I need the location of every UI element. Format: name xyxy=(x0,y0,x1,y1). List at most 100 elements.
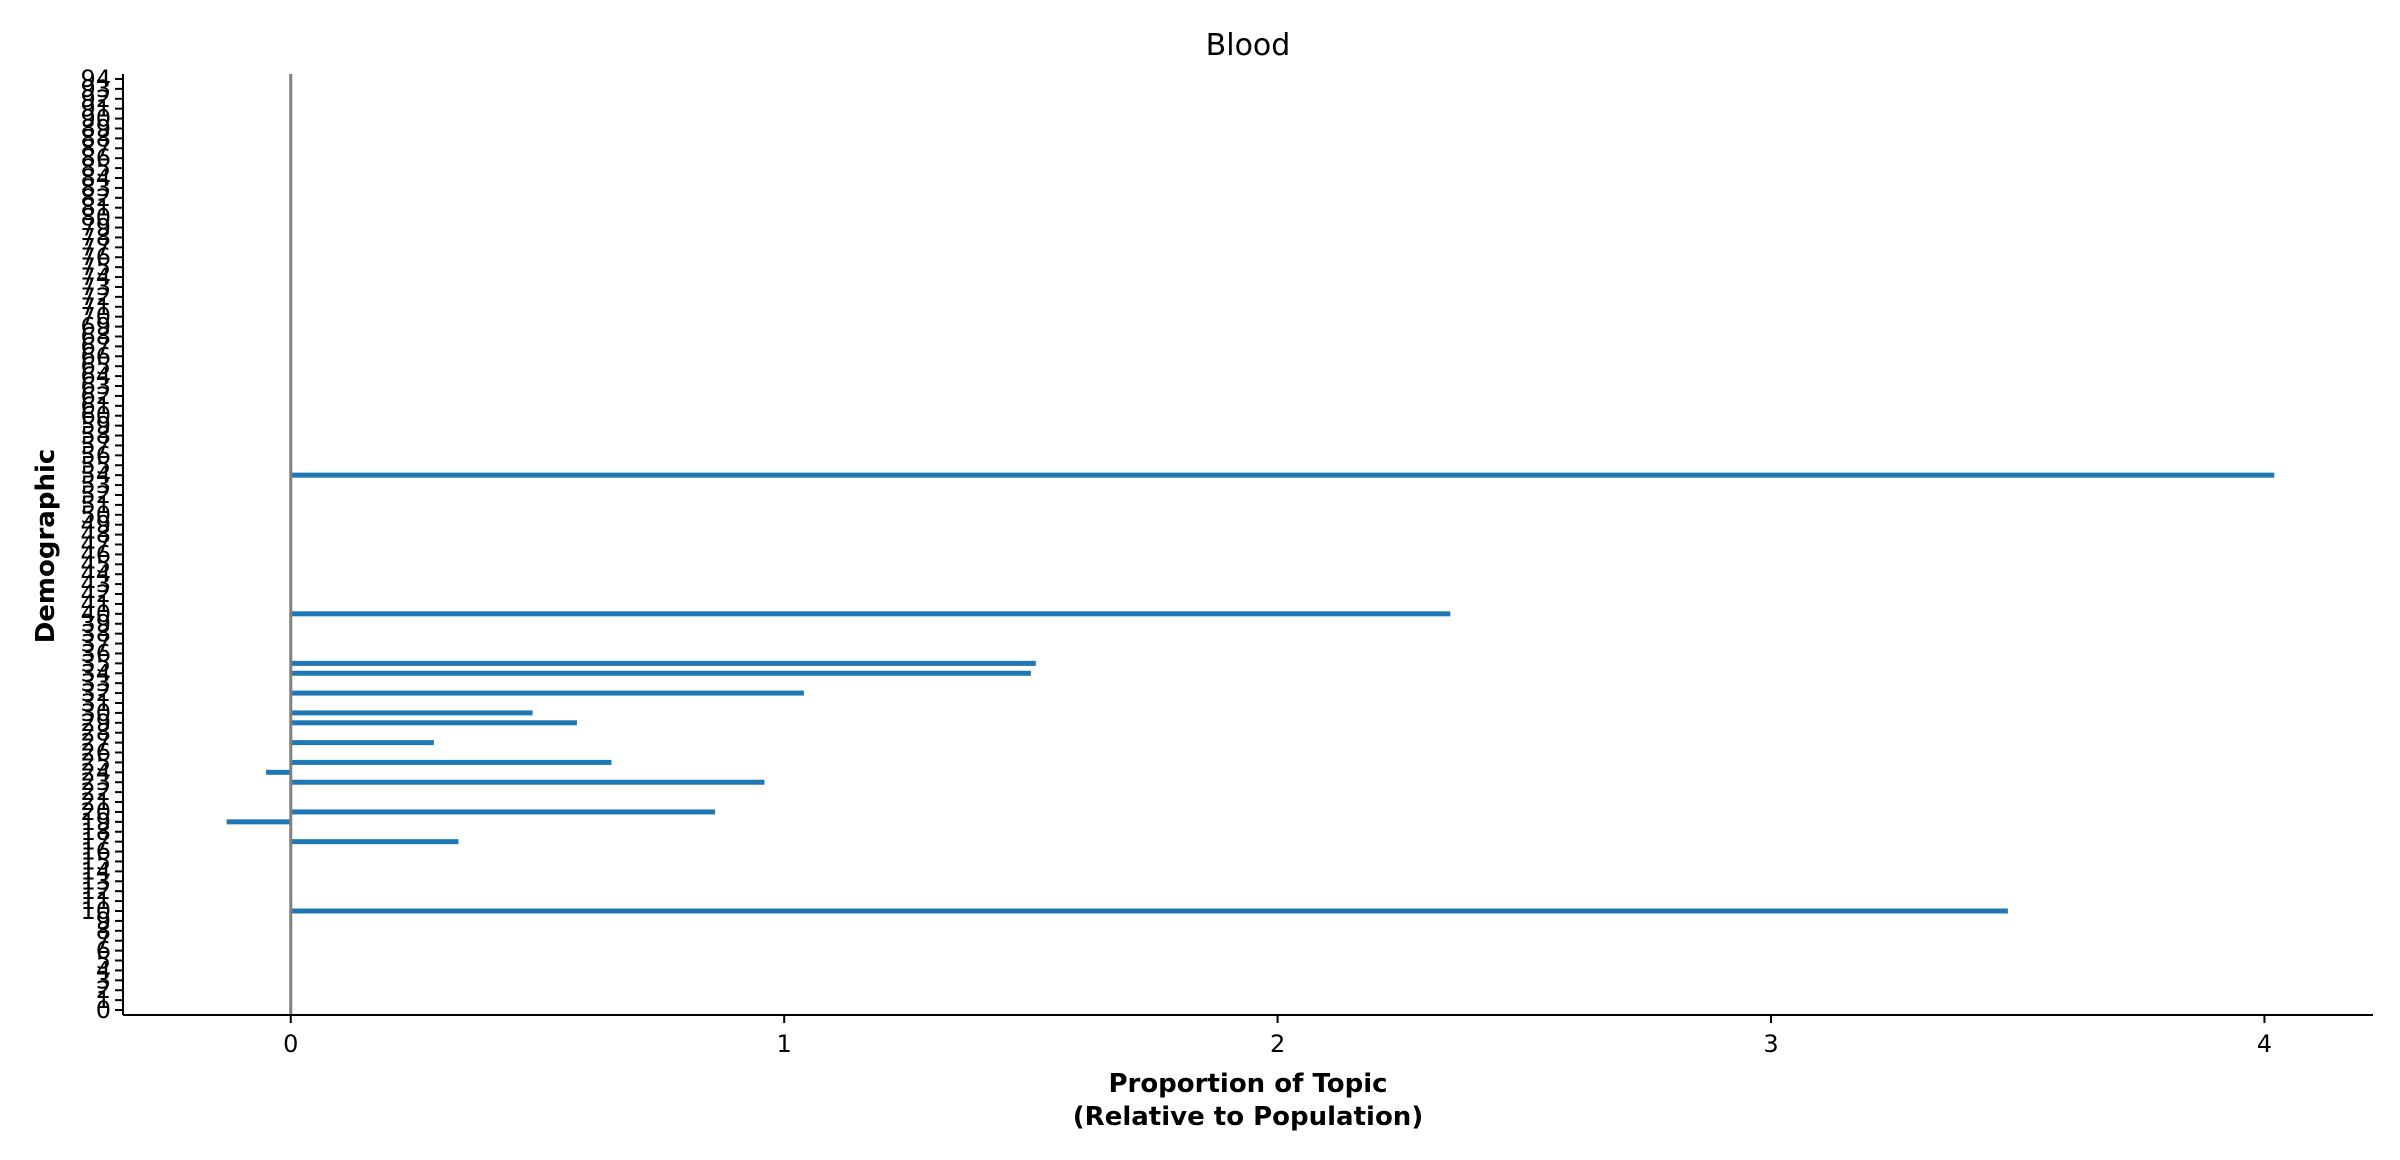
bar-20 xyxy=(290,809,716,815)
y-tick-label-18: 18 xyxy=(80,818,111,846)
bar-27 xyxy=(290,740,434,746)
y-tick-label-57: 57 xyxy=(80,431,111,459)
y-axis-ticks: 0123456789101112131415161718192021222324… xyxy=(80,65,123,1024)
y-tick-label-34: 34 xyxy=(80,659,111,687)
y-tick-label-80: 80 xyxy=(80,204,111,232)
y-tick-label-59: 59 xyxy=(80,412,111,440)
y-tick-label-15: 15 xyxy=(80,847,111,875)
y-tick-label-38: 38 xyxy=(80,620,111,648)
x-tick-label-3: 3 xyxy=(1763,1030,1778,1058)
y-tick-label-85: 85 xyxy=(80,154,111,182)
y-tick-label-94: 94 xyxy=(80,65,111,93)
y-tick-label-52: 52 xyxy=(80,481,111,509)
y-tick-label-9: 9 xyxy=(96,907,111,935)
y-tick-label-62: 62 xyxy=(80,382,111,410)
y-tick-label-19: 19 xyxy=(80,808,111,836)
y-tick-label-54: 54 xyxy=(80,461,111,489)
y-tick-label-27: 27 xyxy=(80,729,111,757)
y-tick-label-67: 67 xyxy=(80,332,111,360)
y-tick-label-47: 47 xyxy=(80,531,111,559)
x-tick-label-1: 1 xyxy=(777,1030,792,1058)
bar-23 xyxy=(290,779,765,785)
bar-32 xyxy=(290,690,804,696)
y-tick-label-72: 72 xyxy=(80,283,111,311)
y-tick-label-53: 53 xyxy=(80,471,111,499)
y-tick-label-68: 68 xyxy=(80,322,111,350)
x-axis-label-line2: (Relative to Population) xyxy=(1073,1102,1423,1132)
y-tick-label-91: 91 xyxy=(80,95,111,123)
y-tick-label-13: 13 xyxy=(80,867,111,895)
y-tick-label-43: 43 xyxy=(80,570,111,598)
y-tick-label-66: 66 xyxy=(80,342,111,370)
y-tick-label-89: 89 xyxy=(80,114,111,142)
y-tick-label-35: 35 xyxy=(80,649,111,677)
y-tick-label-16: 16 xyxy=(80,838,111,866)
y-tick-label-86: 86 xyxy=(80,144,111,172)
y-tick-label-5: 5 xyxy=(96,947,111,975)
y-tick-label-56: 56 xyxy=(80,441,111,469)
y-tick-label-49: 49 xyxy=(80,511,111,539)
y-tick-label-23: 23 xyxy=(80,768,111,796)
y-tick-label-71: 71 xyxy=(80,293,111,321)
y-tick-label-41: 41 xyxy=(80,590,111,618)
bar-34 xyxy=(290,670,1031,676)
y-tick-label-40: 40 xyxy=(80,600,111,628)
bar-17 xyxy=(290,839,459,845)
y-tick-label-64: 64 xyxy=(80,362,111,390)
y-tick-label-21: 21 xyxy=(80,788,111,816)
y-tick-label-22: 22 xyxy=(80,778,111,806)
x-tick-label-4: 4 xyxy=(2257,1030,2272,1058)
y-tick-label-14: 14 xyxy=(80,857,111,885)
y-tick-label-61: 61 xyxy=(80,392,111,420)
y-tick-label-48: 48 xyxy=(80,521,111,549)
y-tick-label-90: 90 xyxy=(80,105,111,133)
x-axis-label-line1: Proportion of Topic xyxy=(1108,1069,1387,1099)
y-tick-label-78: 78 xyxy=(80,223,111,251)
bar-25 xyxy=(290,759,612,765)
y-tick-label-46: 46 xyxy=(80,540,111,568)
y-tick-label-51: 51 xyxy=(80,491,111,519)
y-tick-label-83: 83 xyxy=(80,174,111,202)
bar-29 xyxy=(290,720,577,726)
bars-group xyxy=(226,472,2275,914)
y-tick-label-30: 30 xyxy=(80,699,111,727)
y-tick-label-28: 28 xyxy=(80,719,111,747)
bar-19 xyxy=(226,819,291,825)
chart-title: Blood xyxy=(1206,28,1291,63)
y-tick-label-74: 74 xyxy=(80,263,111,291)
y-tick-label-73: 73 xyxy=(80,273,111,301)
y-tick-label-12: 12 xyxy=(80,877,111,905)
y-tick-label-69: 69 xyxy=(80,313,111,341)
y-tick-label-8: 8 xyxy=(96,917,111,945)
x-axis-ticks: 0 1 2 3 4 xyxy=(283,1015,2272,1058)
y-tick-label-0: 0 xyxy=(96,996,111,1024)
y-tick-label-65: 65 xyxy=(80,352,111,380)
bar-30 xyxy=(290,710,533,716)
y-tick-label-10: 10 xyxy=(80,897,111,925)
y-tick-label-24: 24 xyxy=(80,758,111,786)
y-tick-label-20: 20 xyxy=(80,798,111,826)
y-tick-label-42: 42 xyxy=(80,580,111,608)
x-tick-label-0: 0 xyxy=(283,1030,298,1058)
y-tick-label-70: 70 xyxy=(80,303,111,331)
y-tick-label-7: 7 xyxy=(96,927,111,955)
y-tick-label-37: 37 xyxy=(80,630,111,658)
y-tick-label-55: 55 xyxy=(80,451,111,479)
y-tick-label-58: 58 xyxy=(80,422,111,450)
y-tick-label-93: 93 xyxy=(80,75,111,103)
y-tick-label-39: 39 xyxy=(80,610,111,638)
y-tick-label-29: 29 xyxy=(80,709,111,737)
y-tick-label-88: 88 xyxy=(80,124,111,152)
bar-54 xyxy=(290,472,2275,478)
y-tick-label-60: 60 xyxy=(80,402,111,430)
x-tick-label-2: 2 xyxy=(1270,1030,1285,1058)
y-tick-label-17: 17 xyxy=(80,828,111,856)
y-tick-label-50: 50 xyxy=(80,501,111,529)
y-tick-label-79: 79 xyxy=(80,214,111,242)
y-tick-label-25: 25 xyxy=(80,748,111,776)
y-tick-label-63: 63 xyxy=(80,372,111,400)
y-tick-label-11: 11 xyxy=(80,887,111,915)
y-tick-label-45: 45 xyxy=(80,550,111,578)
y-tick-label-31: 31 xyxy=(80,689,111,717)
